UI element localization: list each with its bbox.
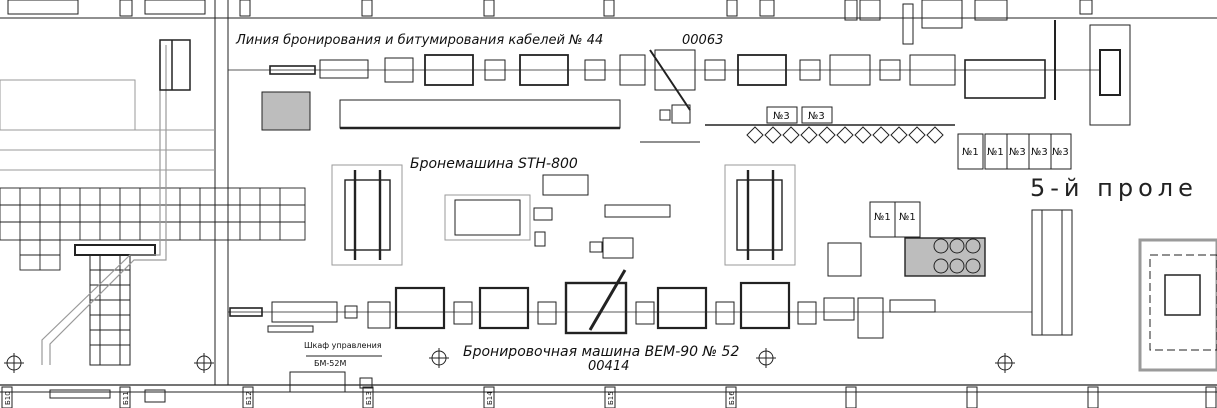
left-rack-structure <box>0 39 306 366</box>
column-mark: Б14 <box>486 391 494 405</box>
control-cabinet <box>289 355 382 393</box>
column-mark: Б13 <box>365 391 373 405</box>
column-marks: Б10 Б11 Б12 Б13 Б14 Б15 Б16 <box>4 391 736 405</box>
tag-label: №1 <box>962 147 979 158</box>
sth-800-machine <box>331 164 796 266</box>
column-mark: Б10 <box>4 391 12 405</box>
line-44-title: Линия бронирования и битумирования кабел… <box>235 33 603 48</box>
column-mark: Б15 <box>607 391 615 405</box>
top-equipment-stubs <box>7 0 1093 45</box>
sth-800-title: Бронемашина STH-800 <box>410 156 578 172</box>
column-crosshairs <box>4 348 1015 373</box>
column-mark: Б11 <box>122 391 130 405</box>
span-5-label: 5-й проле <box>1030 174 1198 202</box>
tag-right-row: №1 №1 №3 №3 №3 <box>957 133 1072 170</box>
diamond-row <box>746 126 944 144</box>
bottom-column-stubs <box>1 386 1217 408</box>
cabinet-label-line1: Шкаф управления <box>304 341 382 350</box>
column-mark: Б16 <box>728 391 736 405</box>
line-44-code: 00063 <box>682 33 723 48</box>
tag-label: №3 <box>1052 147 1069 158</box>
tag-label: №1 <box>874 212 891 223</box>
line-44 <box>228 20 1131 143</box>
tag-label: №3 <box>1031 147 1048 158</box>
tag-mid-pair: №1 №1 <box>869 201 921 238</box>
tag-label: №3 <box>808 111 825 122</box>
tag-label: №1 <box>899 212 916 223</box>
tag-label: №1 <box>987 147 1004 158</box>
right-middle-blocks <box>827 209 1217 372</box>
column-mark: Б12 <box>245 391 253 405</box>
bem-90-title: Бронировочная машина BEM-90 № 52 <box>463 344 739 360</box>
cabinet-label-line2: БМ-52М <box>314 359 346 368</box>
bem-90-line <box>228 269 1032 339</box>
tag-label: №3 <box>1009 147 1026 158</box>
tag-label: №3 <box>773 111 790 122</box>
tag-top-pair: №3 №3 <box>766 106 833 124</box>
bem-90-code: 00414 <box>588 359 629 374</box>
